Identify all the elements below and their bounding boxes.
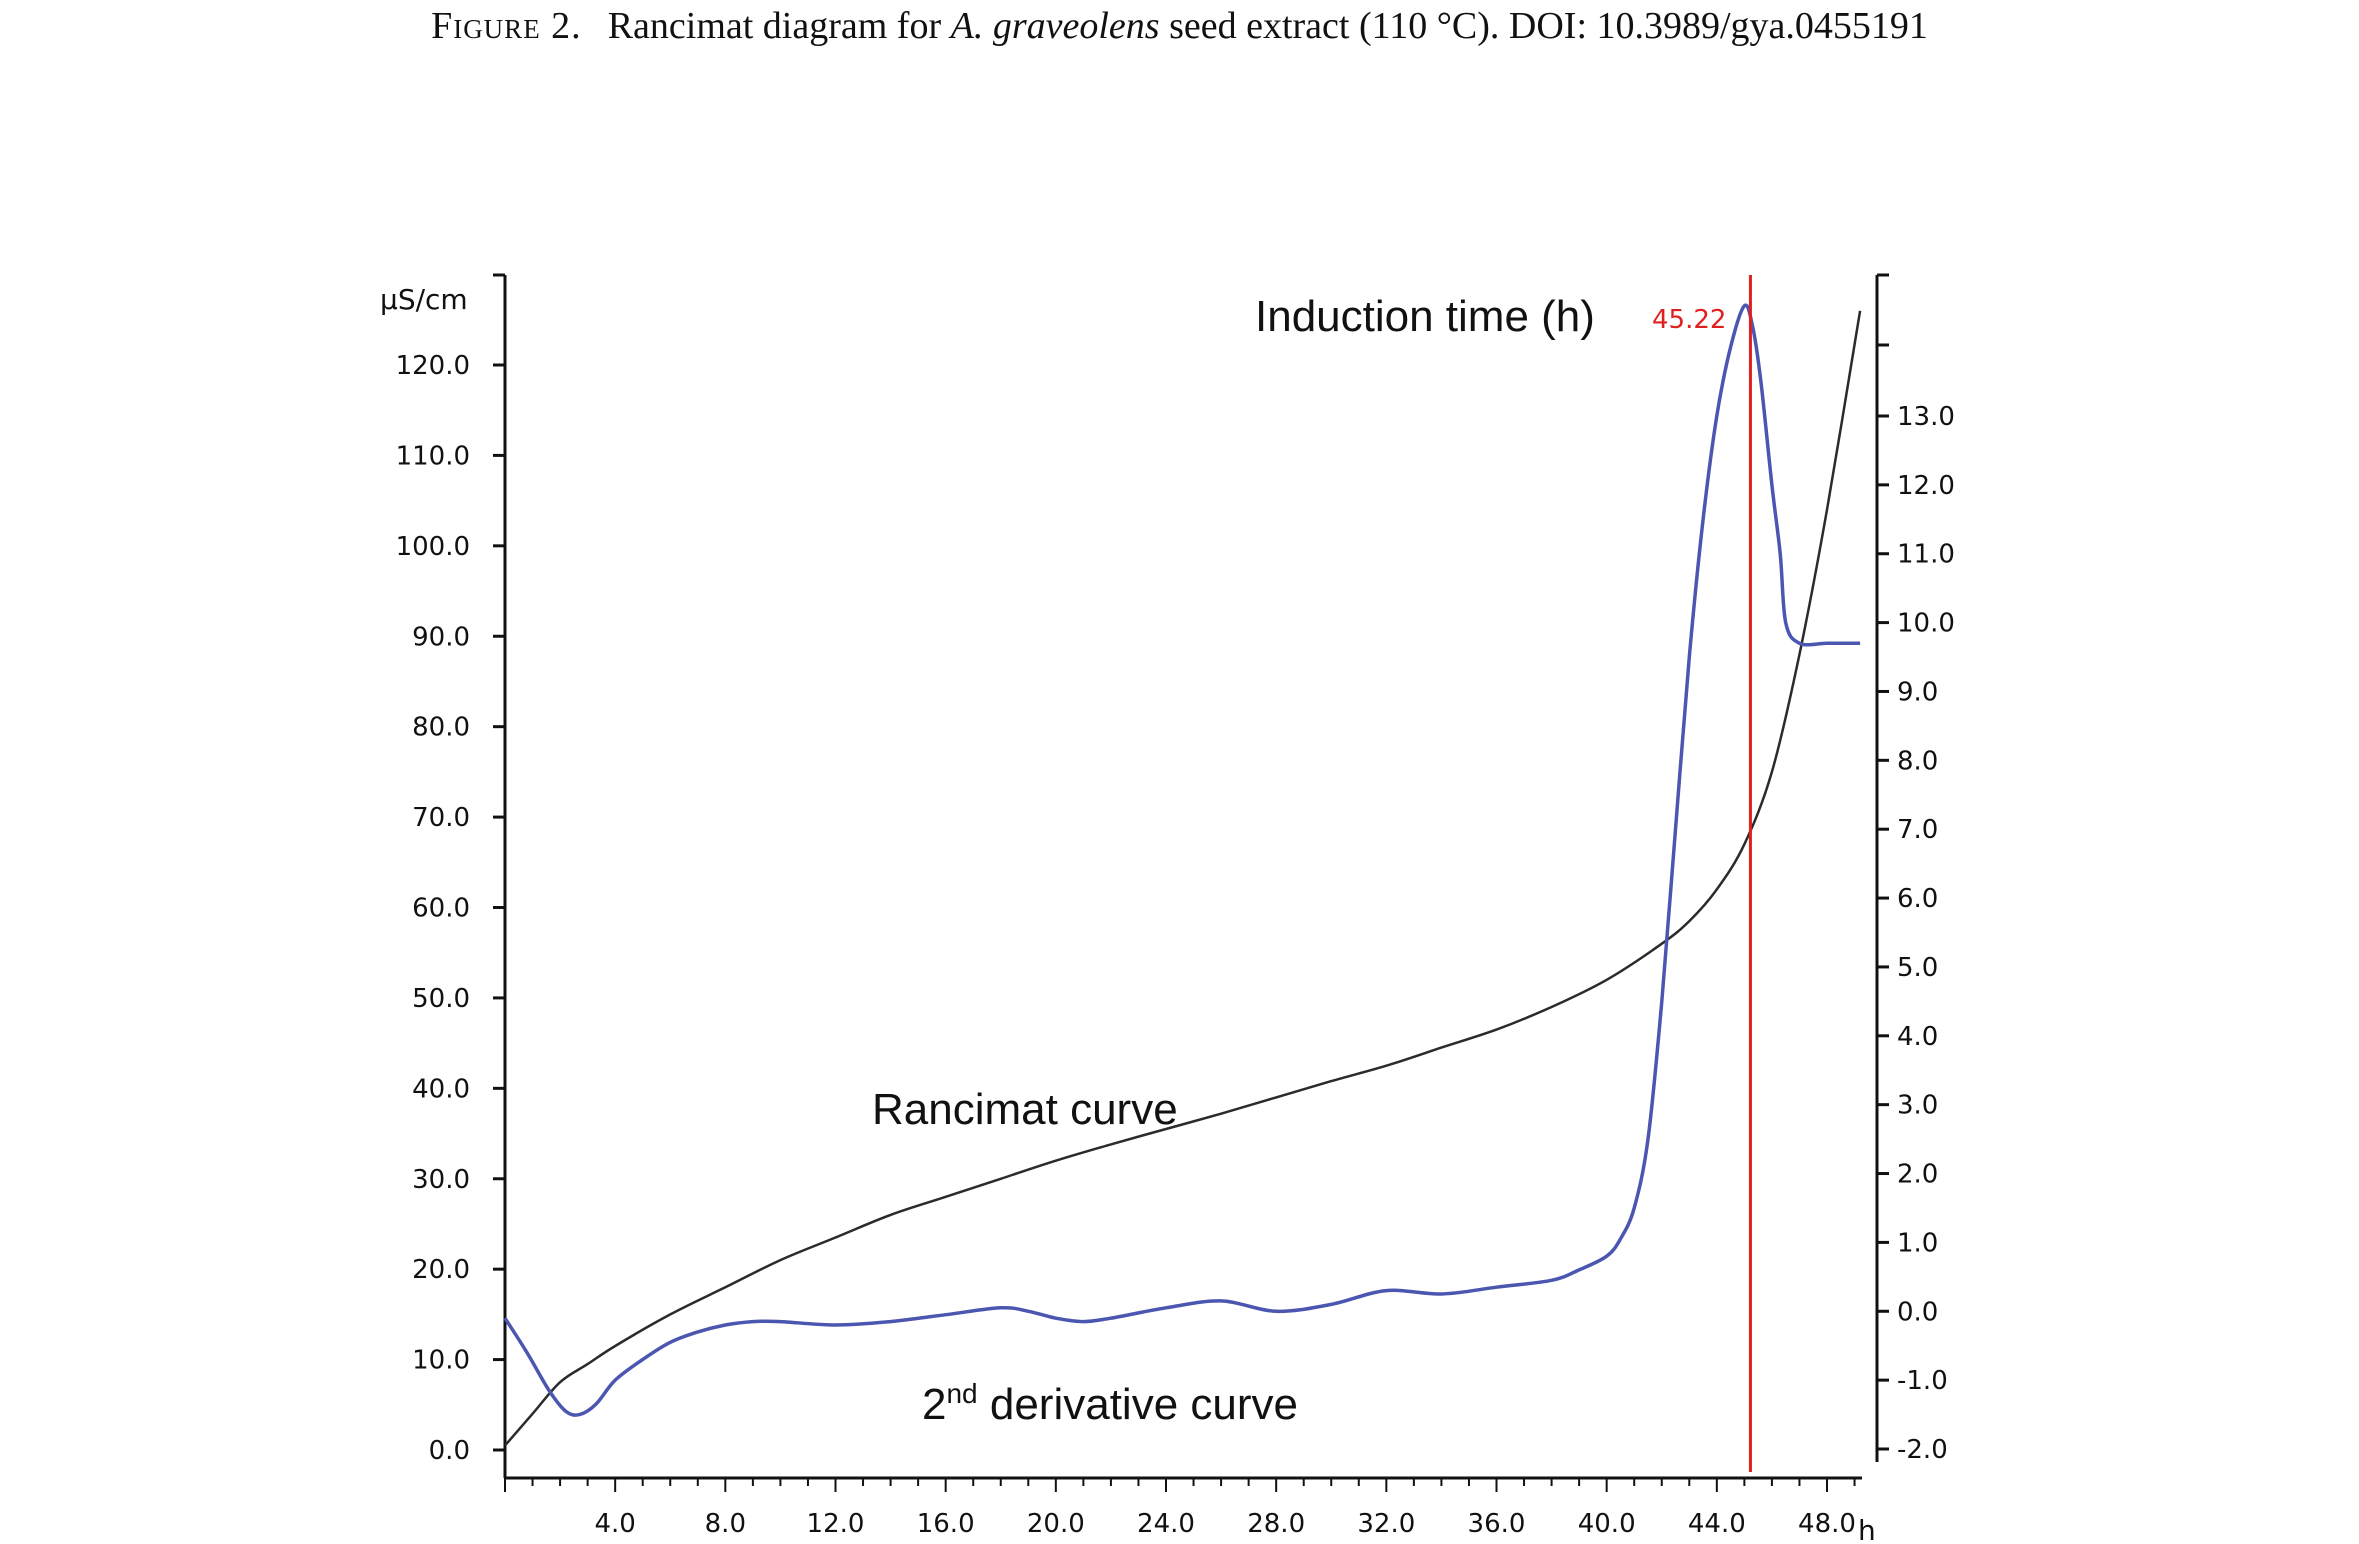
y-tick-label: 40.0 (412, 1074, 470, 1104)
rancimat-curve-label: Rancimat curve (872, 1085, 1178, 1134)
y2-tick-label: 12.0 (1897, 471, 1955, 501)
y-tick-label: 20.0 (412, 1255, 470, 1285)
y-tick-label: 50.0 (412, 984, 470, 1014)
induction-time-value: 45.22 (1652, 305, 1726, 335)
x-tick-label: 44.0 (1688, 1509, 1746, 1539)
y2-tick-label: 11.0 (1897, 540, 1955, 570)
x-tick-label: 16.0 (917, 1509, 975, 1539)
caption-species: A. graveolens (950, 5, 1160, 47)
x-tick-label: 20.0 (1027, 1509, 1085, 1539)
caption-text-before: Rancimat diagram for (607, 5, 951, 47)
x-tick-label: 28.0 (1247, 1509, 1305, 1539)
y-axis-unit-label: μS/cm (380, 283, 468, 316)
y-tick-label: 60.0 (412, 894, 470, 924)
caption-text-after: seed extract (110 °C). DOI: 10.3989/gya.… (1159, 5, 1928, 47)
y-tick-label: 70.0 (412, 803, 470, 833)
y-tick-label: 120.0 (396, 351, 470, 381)
y2-tick-label: 10.0 (1897, 609, 1955, 639)
x-axis-unit-label: h (1858, 1514, 1876, 1544)
y2-tick-label: 0.0 (1897, 1297, 1938, 1327)
y2-tick-label: 9.0 (1897, 677, 1938, 707)
y-tick-label: 0.0 (429, 1436, 470, 1466)
rancimat-curve-line (504, 310, 1862, 1447)
x-tick-label: 48.0 (1798, 1509, 1856, 1539)
induction-time-label: Induction time (h) (1255, 292, 1595, 341)
derivative-curve-line (503, 303, 1861, 1417)
axes: 0.0 10.0 20.0 30.0 40.0 50.0 60.0 70.0 80.0 90.0 1… (380, 273, 1955, 1544)
x-tick-label: 4.0 (594, 1509, 635, 1539)
y2-tick-label: 6.0 (1897, 884, 1938, 914)
y2-tick-label: 2.0 (1897, 1160, 1938, 1190)
x-tick-label: 36.0 (1468, 1509, 1526, 1539)
y-tick-label: 110.0 (396, 441, 470, 471)
x-tick-label: 12.0 (807, 1509, 865, 1539)
x-tick-label: 8.0 (705, 1509, 746, 1539)
y2-tick-label: -2.0 (1897, 1435, 1948, 1465)
y2-tick-label: 1.0 (1897, 1228, 1938, 1258)
x-tick-label: 24.0 (1137, 1509, 1195, 1539)
annotations: Induction time (h) 45.22 Rancimat curve 2nd… (872, 275, 1752, 1472)
y2-tick-label: 8.0 (1897, 746, 1938, 776)
y-tick-label: 100.0 (396, 532, 470, 562)
derivative-curve-label: 2nd derivative curve (922, 1378, 1298, 1429)
x-tick-label: 40.0 (1578, 1509, 1636, 1539)
series-layer (503, 303, 1862, 1447)
y2-tick-label: -1.0 (1897, 1366, 1948, 1396)
figure-caption: Figure 2. Rancimat diagram for A. graveol… (0, 4, 2359, 48)
y2-tick-label: 7.0 (1897, 815, 1938, 845)
y2-tick-label: 4.0 (1897, 1022, 1938, 1052)
x-tick-label: 32.0 (1357, 1509, 1415, 1539)
caption-figure-number: Figure 2. (431, 5, 582, 47)
y2-tick-label: 5.0 (1897, 953, 1938, 983)
y-tick-label: 90.0 (412, 622, 470, 652)
y2-tick-label: 3.0 (1897, 1091, 1938, 1121)
y-tick-label: 30.0 (412, 1165, 470, 1195)
y-tick-label: 10.0 (412, 1346, 470, 1376)
y-tick-label: 80.0 (412, 713, 470, 743)
y2-tick-label: 13.0 (1897, 402, 1955, 432)
